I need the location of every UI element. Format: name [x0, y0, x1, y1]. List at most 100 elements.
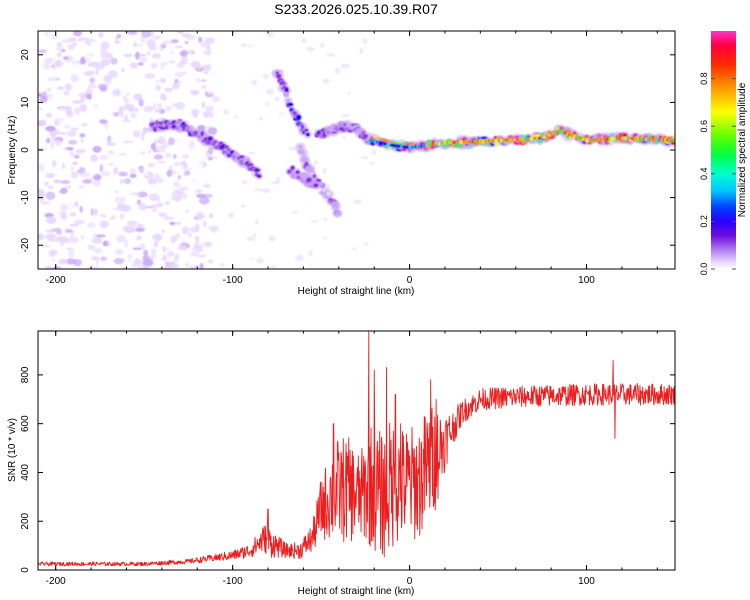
noise-blob — [146, 51, 151, 56]
noise-blob — [163, 265, 173, 269]
noise-blob — [147, 162, 156, 168]
noise-blob — [203, 71, 209, 75]
noise-blob — [126, 92, 130, 96]
noise-blob — [159, 145, 168, 149]
heatmap-cell — [313, 183, 319, 188]
heatmap-cell — [298, 145, 303, 149]
noise-blob — [201, 229, 208, 234]
spectrogram-x-axis: -200 -100 0 100 — [46, 31, 658, 286]
noise-blob — [191, 97, 201, 105]
noise-blob — [316, 46, 325, 54]
noise-blob — [262, 188, 271, 194]
snr-plot-area — [38, 331, 675, 570]
noise-blob — [129, 173, 137, 178]
heatmap-cell — [672, 138, 675, 143]
noise-blob — [147, 106, 153, 110]
noise-blob — [85, 93, 92, 100]
spectrogram-y-tick-label: 10 — [20, 96, 31, 108]
noise-blob — [362, 109, 370, 112]
noise-blob — [322, 180, 329, 182]
noise-blob — [209, 111, 214, 119]
noise-blob — [119, 196, 126, 204]
heatmap-cell — [254, 168, 261, 172]
noise-blob — [322, 78, 330, 84]
noise-blob — [191, 202, 198, 208]
noise-blob — [74, 201, 79, 208]
noise-blob — [140, 57, 148, 63]
noise-blob — [323, 217, 328, 222]
noise-blob — [365, 192, 373, 199]
noise-blob — [105, 214, 113, 218]
noise-blob — [153, 154, 164, 160]
heatmap-cell — [319, 182, 324, 187]
noise-blob — [40, 201, 51, 205]
noise-blob — [72, 161, 78, 165]
noise-blob — [205, 105, 215, 112]
noise-blob — [93, 192, 98, 199]
spectrogram-x-axis-label: Height of straight line (km) — [298, 286, 415, 297]
noise-blob — [141, 31, 151, 39]
noise-blob — [95, 68, 99, 76]
noise-blob — [256, 257, 264, 264]
noise-blob — [122, 119, 131, 123]
noise-blob — [45, 216, 57, 225]
noise-blob — [129, 168, 137, 175]
noise-blob — [300, 47, 305, 51]
noise-blob — [212, 156, 219, 160]
noise-blob — [138, 202, 145, 211]
noise-blob — [45, 172, 56, 178]
noise-blob — [92, 179, 101, 187]
noise-blob — [292, 198, 299, 203]
noise-blob — [121, 265, 127, 269]
noise-blob — [43, 63, 51, 70]
noise-blob — [67, 44, 75, 50]
colorbar-axis: 0.0 0.2 0.4 0.6 0.8 — [699, 72, 736, 275]
noise-blob — [121, 68, 125, 73]
spectrogram-heatmap — [38, 31, 675, 269]
noise-blob — [174, 146, 181, 150]
colorbar-tick-label: 0.2 — [699, 215, 709, 228]
noise-blob — [279, 130, 286, 136]
noise-blob — [95, 257, 100, 266]
noise-blob — [152, 35, 161, 40]
noise-blob — [141, 152, 151, 161]
noise-blob — [162, 40, 167, 46]
noise-blob — [308, 250, 313, 257]
heatmap-cell — [334, 203, 339, 210]
snr-x-axis: -200 -100 0 100 — [46, 331, 658, 587]
noise-blob — [103, 115, 113, 119]
noise-blob — [170, 224, 176, 231]
noise-blob — [176, 62, 185, 69]
noise-blob — [107, 135, 112, 144]
noise-blob — [202, 241, 213, 246]
noise-blob — [127, 253, 132, 260]
noise-blob — [301, 37, 307, 44]
noise-blob — [271, 180, 280, 185]
noise-blob — [79, 133, 86, 138]
noise-blob — [135, 40, 144, 49]
noise-blob — [341, 63, 350, 69]
heatmap-cell — [301, 159, 309, 163]
spectrogram-y-tick-label: -10 — [20, 190, 31, 205]
noise-blob — [55, 77, 61, 81]
noise-blob — [109, 183, 120, 187]
snr-y-tick-label: 200 — [20, 512, 31, 529]
noise-blob — [156, 216, 167, 225]
noise-blob — [343, 78, 352, 83]
noise-blob — [66, 232, 71, 237]
noise-blob — [89, 77, 95, 84]
noise-blob — [66, 110, 74, 118]
noise-blob — [72, 41, 78, 47]
noise-blob — [45, 137, 51, 144]
noise-blob — [136, 235, 142, 241]
noise-blob — [159, 64, 164, 71]
snr-x-axis-label: Height of straight line (km) — [298, 586, 415, 597]
noise-blob — [46, 168, 56, 174]
noise-blob — [116, 34, 122, 39]
noise-blob — [134, 257, 140, 266]
noise-blob — [176, 221, 181, 226]
noise-blob — [175, 45, 184, 49]
noise-blob — [171, 170, 177, 175]
noise-blob — [158, 212, 162, 216]
noise-blob — [93, 208, 98, 216]
